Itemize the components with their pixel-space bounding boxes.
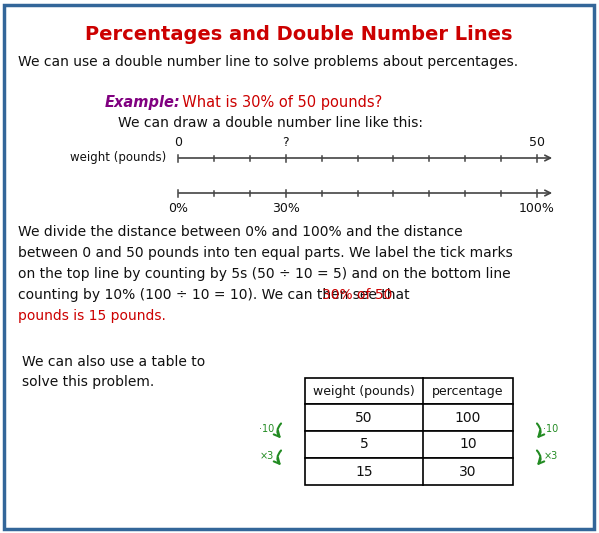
Text: Example:: Example: (105, 95, 181, 110)
Text: on the top line by counting by 5s (50 ÷ 10 = 5) and on the bottom line: on the top line by counting by 5s (50 ÷ … (18, 267, 510, 281)
Text: 50: 50 (529, 136, 545, 149)
Text: 50: 50 (355, 410, 373, 424)
Text: 30%: 30% (272, 202, 300, 215)
Text: percentage: percentage (432, 384, 504, 398)
Bar (305, 458, 513, 485)
Bar (305, 404, 513, 431)
FancyBboxPatch shape (4, 5, 594, 529)
Bar (305, 378, 513, 404)
Text: weight (pounds): weight (pounds) (69, 151, 166, 165)
Text: solve this problem.: solve this problem. (22, 375, 155, 389)
Text: 5: 5 (359, 438, 368, 451)
Text: 15: 15 (355, 464, 373, 479)
Text: We can also use a table to: We can also use a table to (22, 355, 205, 369)
Text: between 0 and 50 pounds into ten equal parts. We label the tick marks: between 0 and 50 pounds into ten equal p… (18, 246, 513, 260)
Text: 0: 0 (174, 136, 182, 149)
Text: What is 30% of 50 pounds?: What is 30% of 50 pounds? (173, 95, 382, 110)
Text: We divide the distance between 0% and 100% and the distance: We divide the distance between 0% and 10… (18, 225, 462, 239)
Text: ×3: ×3 (260, 451, 274, 461)
Text: Percentages and Double Number Lines: Percentages and Double Number Lines (85, 25, 513, 44)
Text: 100%: 100% (519, 202, 555, 215)
Text: counting by 10% (100 ÷ 10 = 10). We can then see that: counting by 10% (100 ÷ 10 = 10). We can … (18, 288, 414, 302)
Text: 30% of 50: 30% of 50 (322, 288, 392, 302)
Text: weight (pounds): weight (pounds) (313, 384, 415, 398)
Text: ·10: ·10 (543, 424, 559, 434)
Text: 0%: 0% (168, 202, 188, 215)
Text: ×3: ×3 (544, 451, 558, 461)
Text: We can use a double number line to solve problems about percentages.: We can use a double number line to solve… (18, 55, 518, 69)
Text: 10: 10 (459, 438, 477, 451)
Text: pounds is 15 pounds.: pounds is 15 pounds. (18, 309, 166, 323)
Bar (305, 431, 513, 458)
Text: We can draw a double number line like this:: We can draw a double number line like th… (118, 116, 423, 130)
Text: 30: 30 (459, 464, 477, 479)
Text: ·10: ·10 (259, 424, 274, 434)
Text: ?: ? (282, 136, 289, 149)
Text: 100: 100 (455, 410, 481, 424)
